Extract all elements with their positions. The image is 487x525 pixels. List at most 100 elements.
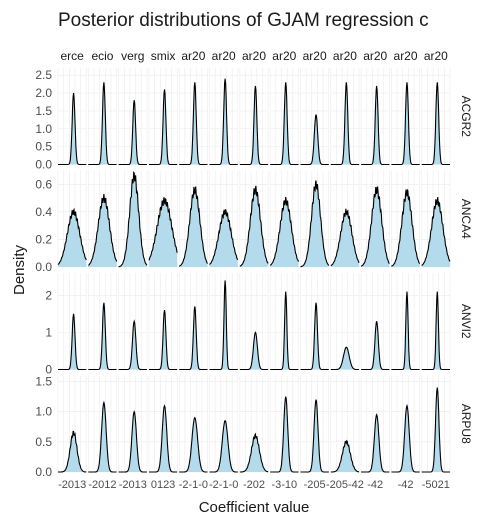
density-line	[148, 404, 178, 473]
density-area	[270, 396, 299, 472]
density-line	[118, 100, 147, 166]
density-line	[330, 439, 360, 473]
column-strip-label: ar20	[303, 49, 327, 63]
density-line	[361, 85, 390, 166]
density-area	[391, 291, 420, 370]
column-strip-label: ar20	[394, 49, 418, 63]
column-strip-label: ar20	[242, 49, 266, 63]
density-line	[300, 302, 329, 371]
density-line	[300, 180, 330, 268]
density-line	[58, 92, 87, 166]
density-line	[300, 114, 329, 166]
density-area	[330, 440, 360, 472]
density-area	[391, 405, 420, 472]
row-strip-label: ANCA4	[459, 199, 473, 239]
density-line	[179, 82, 208, 166]
x-tick-label: 0123	[151, 479, 175, 491]
density-line	[300, 399, 329, 473]
density-area	[270, 197, 299, 267]
density-area	[179, 417, 208, 472]
y-tick-label: 0.2	[35, 232, 52, 246]
column-strip-label: ecio	[91, 49, 113, 63]
y-tick-label: 0.4	[35, 205, 52, 219]
density-line	[179, 416, 208, 473]
density-line	[58, 430, 87, 473]
density-line	[58, 313, 87, 371]
y-tick-label: 1	[45, 325, 52, 339]
chart-title: Posterior distributions of GJAM regressi…	[58, 10, 429, 31]
y-tick-label: 0.6	[35, 177, 52, 191]
x-tick-label: -2012	[88, 479, 116, 491]
density-line	[421, 291, 450, 371]
x-tick-label: -5021	[422, 479, 450, 491]
density-area	[118, 172, 147, 267]
y-tick-label: 2	[45, 288, 52, 302]
density-line	[330, 82, 360, 166]
density-area	[421, 197, 450, 267]
density-line	[118, 170, 148, 268]
density-line	[148, 197, 178, 261]
density-line	[209, 280, 238, 371]
density-line	[391, 291, 420, 371]
density-line	[209, 209, 239, 265]
y-tick-label: 2.5	[35, 68, 52, 82]
density-area	[330, 347, 360, 370]
column-strip-label: erce	[60, 49, 84, 63]
density-area	[239, 332, 269, 370]
x-tick-label: -42	[398, 479, 414, 491]
density-line	[239, 85, 269, 166]
column-strip-label: ar20	[181, 49, 205, 63]
y-tick-label: 1.5	[35, 104, 52, 118]
density-line	[360, 186, 390, 267]
density-area	[421, 291, 450, 370]
density-area	[300, 399, 329, 472]
y-tick-label: 1.0	[35, 122, 52, 136]
density-area	[300, 114, 329, 165]
x-tick-label: -42	[367, 479, 383, 491]
density-area	[118, 411, 147, 472]
density-line	[88, 193, 118, 266]
column-strip-label: verg	[121, 49, 144, 63]
density-line	[209, 78, 238, 166]
y-tick-label: 0.5	[35, 435, 52, 449]
density-line	[209, 419, 238, 473]
density-line	[421, 82, 450, 166]
density-line	[88, 400, 117, 473]
density-line	[270, 396, 299, 473]
density-line	[118, 319, 147, 371]
column-strip-label: ar20	[424, 49, 448, 63]
density-line	[361, 413, 390, 473]
density-line	[88, 302, 117, 371]
density-line	[88, 82, 117, 166]
y-tick-label: 0.5	[35, 140, 52, 154]
density-area	[300, 180, 329, 267]
density-area	[421, 387, 450, 472]
density-line	[421, 197, 451, 266]
density-area	[148, 405, 178, 472]
x-tick-label: -205-42	[326, 479, 364, 491]
density-line	[178, 186, 208, 267]
y-tick-label: 1.5	[35, 375, 52, 389]
density-area	[209, 420, 238, 472]
x-tick-label: -202	[243, 479, 265, 491]
density-area	[270, 291, 299, 370]
y-axis-label: Density	[11, 244, 28, 295]
density-line	[270, 291, 299, 371]
column-strip-label: ar20	[272, 49, 296, 63]
row-strip-label: ACGR2	[459, 96, 473, 138]
x-tick-label: -205	[304, 479, 326, 491]
density-area	[361, 321, 390, 370]
y-tick-label: 2.0	[35, 86, 52, 100]
density-area	[148, 197, 178, 267]
column-strip-label: ar20	[333, 49, 357, 63]
density-area	[88, 402, 117, 472]
x-tick-label: -3-10	[271, 479, 297, 491]
x-tick-label: -2-1-0	[179, 479, 208, 491]
density-area	[361, 186, 390, 267]
density-line	[391, 82, 420, 166]
density-line	[239, 432, 269, 473]
y-tick-label: 0	[45, 363, 52, 377]
density-line	[239, 331, 269, 371]
density-line	[361, 321, 390, 371]
